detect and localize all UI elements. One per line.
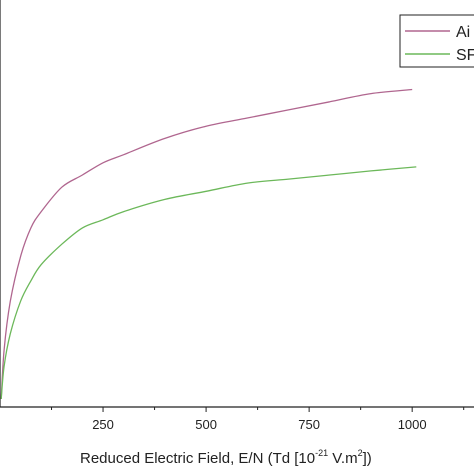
legend: Ai SF [399,14,474,68]
x-tick-label: 750 [298,417,320,432]
legend-label-sf: SF [456,47,474,64]
x-axis-ticks: 250 500 750 1000 [51,407,465,432]
series-line-ai [0,88,413,399]
x-tick-label: 250 [92,417,114,432]
x-tick-label: 500 [195,417,217,432]
series-lines [0,88,417,399]
x-axis-title: Reduced Electric Field, E/N (Td [10-21 V… [80,448,372,467]
legend-box [399,14,474,68]
x-tick-label: 1000 [398,417,427,432]
legend-label-ai: Ai [456,24,470,41]
series-line-sf [0,166,417,399]
